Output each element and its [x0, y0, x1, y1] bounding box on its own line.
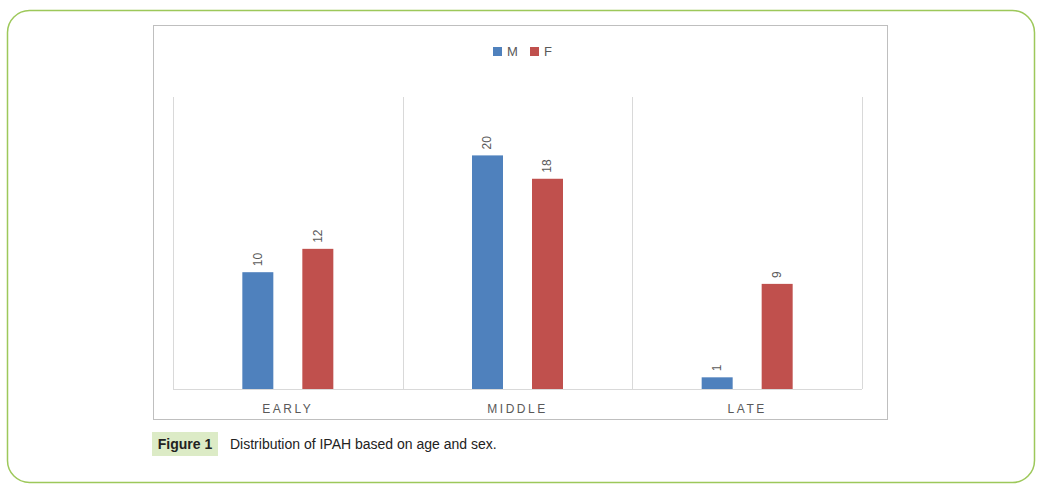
- caption: Distribution of IPAH based on age and se…: [230, 436, 497, 452]
- category-separator: [632, 97, 633, 389]
- caption-label-box: [152, 432, 218, 456]
- bar: [702, 377, 733, 389]
- category-label: EARLY: [262, 402, 313, 416]
- category-label: MIDDLE: [487, 402, 547, 416]
- legend-swatch: [493, 47, 502, 56]
- bars: [242, 155, 792, 389]
- baseline: [173, 389, 862, 390]
- data-label: 12: [311, 229, 325, 243]
- legend-label: F: [544, 44, 552, 59]
- data-label: 1: [710, 364, 724, 371]
- legend-label: M: [507, 44, 518, 59]
- bar: [472, 155, 503, 389]
- caption-label: Figure 1: [158, 436, 213, 452]
- bar: [242, 272, 273, 389]
- category-label: LATE: [728, 402, 767, 416]
- category-separator: [862, 97, 863, 389]
- data-labels: 10 20 1 12 18 9: [251, 136, 784, 372]
- bar: [762, 284, 793, 389]
- category-separator: [173, 97, 174, 389]
- data-label: 20: [481, 136, 495, 150]
- legend: MF: [493, 44, 552, 59]
- bar: [302, 249, 333, 389]
- data-label: 18: [541, 159, 555, 173]
- category-separator: [403, 97, 404, 389]
- legend-swatch: [530, 47, 539, 56]
- chart-frame: [154, 26, 888, 420]
- bar: [532, 179, 563, 389]
- data-label: 9: [770, 271, 784, 278]
- outer-frame: [8, 11, 1035, 483]
- data-label: 10: [251, 253, 265, 267]
- root: 1020112189EARLYMIDDLELATEMFFigure 1Distr…: [0, 0, 1045, 492]
- figure: 1020112189EARLYMIDDLELATEMFFigure 1Distr…: [0, 0, 1045, 492]
